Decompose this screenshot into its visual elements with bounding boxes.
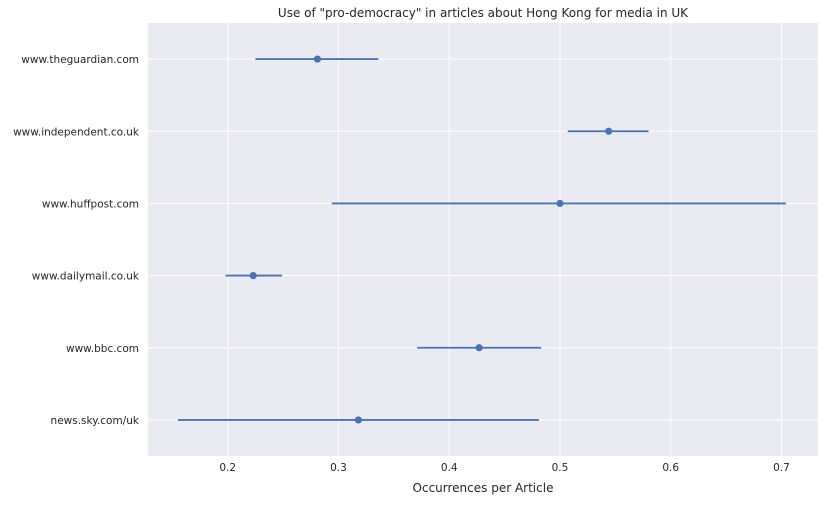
x-axis-label: Occurrences per Article: [413, 481, 554, 495]
y-tick-labels: www.theguardian.com www.independent.co.uk…: [13, 54, 140, 427]
x-tick-label: 0.3: [330, 462, 347, 474]
chart-title: Use of "pro-democracy" in articles about…: [278, 6, 689, 20]
x-tick-labels: 0.2 0.3 0.4 0.5 0.6 0.7: [219, 462, 789, 474]
x-tick-label: 0.6: [662, 462, 679, 474]
x-tick-label: 0.5: [552, 462, 569, 474]
y-tick-label: www.independent.co.uk: [13, 126, 140, 138]
x-tick-label: 0.7: [773, 462, 790, 474]
x-tick-label: 0.2: [219, 462, 236, 474]
data-point: [556, 199, 564, 208]
data-marks: [177, 55, 786, 424]
x-tick-label: 0.4: [441, 462, 458, 474]
y-tick-label: www.dailymail.co.uk: [32, 271, 140, 283]
data-point: [475, 344, 483, 352]
data-point: [313, 55, 322, 63]
y-tick-label: www.theguardian.com: [21, 54, 139, 66]
y-tick-label: news.sky.com/uk: [51, 415, 140, 427]
plot-area: [148, 23, 818, 456]
data-point: [605, 127, 613, 135]
y-tick-label: www.huffpost.com: [42, 198, 139, 210]
data-point: [249, 271, 257, 280]
data-point: [354, 416, 363, 424]
y-tick-label: www.bbc.com: [66, 343, 139, 355]
